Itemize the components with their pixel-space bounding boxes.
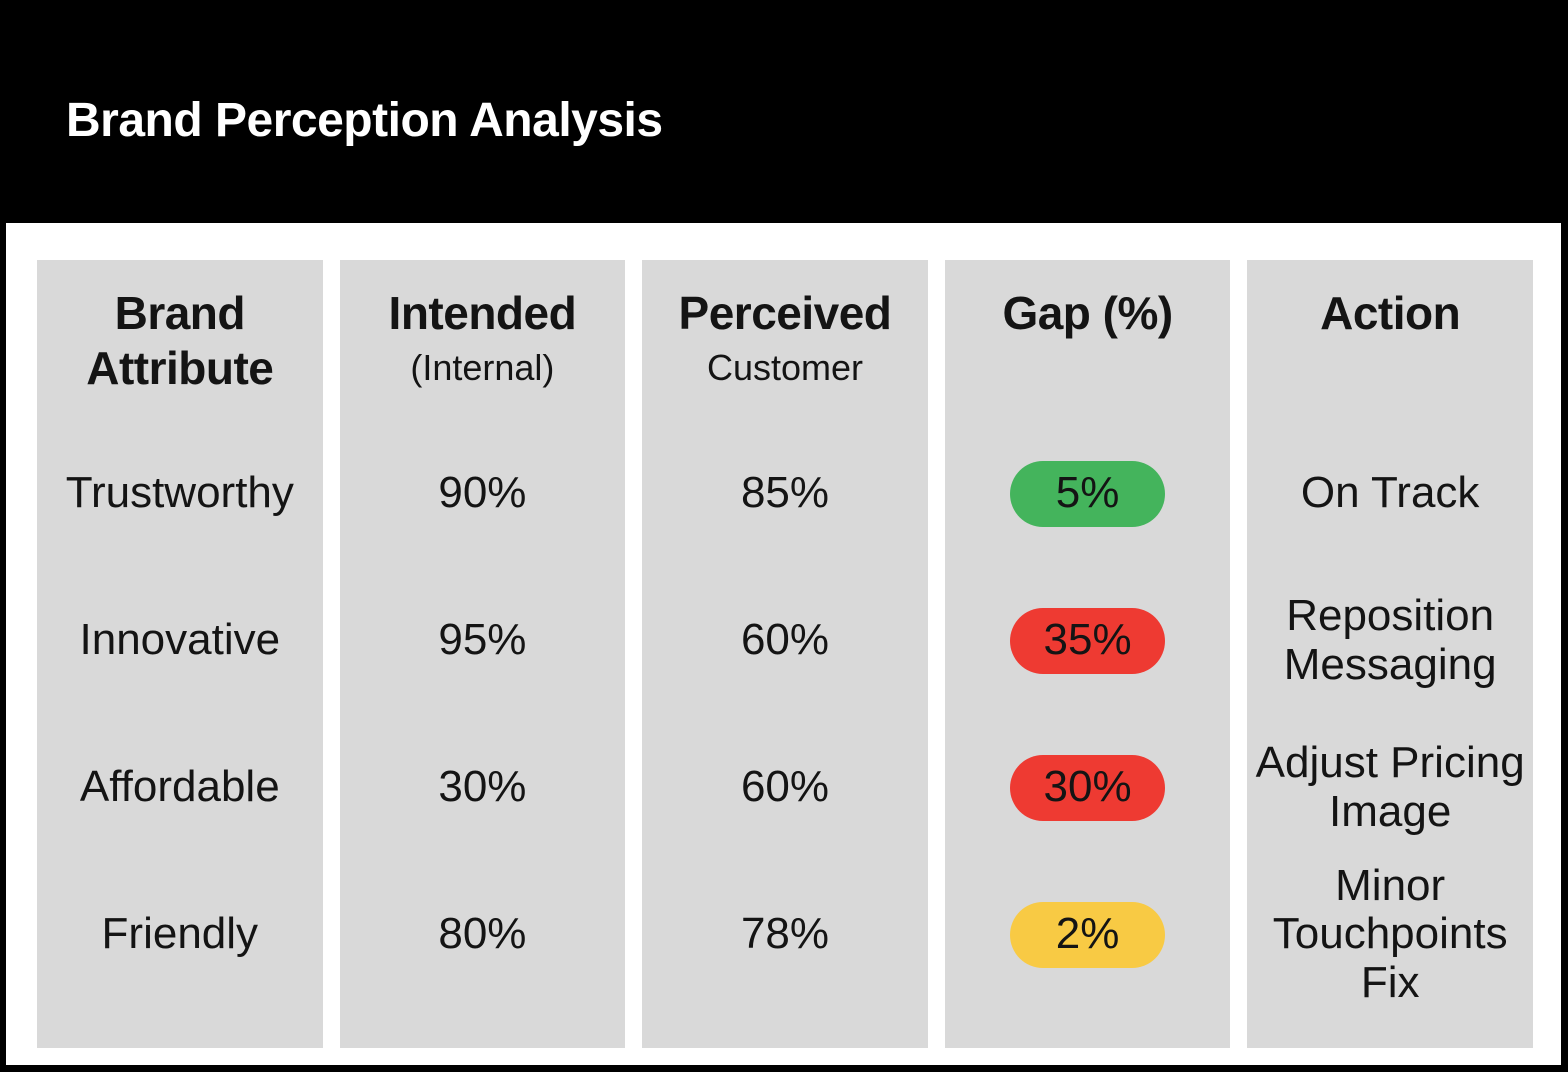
cell-perceived-row1: 85% [740, 468, 830, 518]
column-header-action: Action [1247, 260, 1533, 420]
column-title: Intended [388, 287, 577, 339]
cell-perceived-row2: 60% [740, 615, 830, 665]
cell-gap-row1: 5% [945, 420, 1231, 567]
column-title: Brand Attribute [86, 287, 274, 395]
cell-attribute-row3: Affordable [79, 762, 280, 812]
column-brand-attribute: Brand Attribute Trustworthy Innovative A… [37, 260, 323, 1048]
column-header-gap: Gap (%) [945, 260, 1231, 420]
cell-intended-row2: 95% [438, 615, 527, 665]
column-title: Gap (%) [1002, 287, 1173, 339]
gap-badge-bad: 35% [1010, 607, 1166, 674]
cell-gap-row4: 2% [945, 861, 1231, 1008]
cell-gap-row3: 30% [945, 714, 1231, 861]
column-perceived: Perceived Customer 85% 60% 60% 78% [642, 260, 928, 1048]
cell-attribute-row1: Trustworthy [65, 468, 294, 518]
cell-perceived-row3: 60% [740, 762, 830, 812]
gap-badge-minor: 2% [1010, 901, 1166, 968]
column-header-intended: Intended (Internal) [340, 260, 626, 420]
column-subtitle: (Internal) [410, 347, 555, 389]
column-title: Action [1320, 287, 1461, 339]
column-subtitle: Customer [706, 347, 863, 389]
cell-action-row2: Reposition Messaging [1283, 591, 1497, 689]
page-title: Brand Perception Analysis [66, 94, 663, 147]
cell-gap-row2: 35% [945, 567, 1231, 714]
column-header-perceived: Perceived Customer [642, 260, 928, 420]
column-gap: Gap (%) 5% 35% 30% 2% [944, 260, 1231, 1048]
cell-action-row3: Adjust Pricing Image [1255, 738, 1525, 836]
cell-intended-row3: 30% [438, 762, 527, 812]
table-columns: Brand Attribute Trustworthy Innovative A… [37, 260, 1533, 1048]
cell-intended-row4: 80% [438, 909, 527, 959]
cell-action-row4: Minor Touchpoints Fix [1272, 860, 1508, 1007]
cell-attribute-row4: Friendly [101, 909, 259, 959]
cell-perceived-row4: 78% [740, 909, 830, 959]
table-panel: Brand Attribute Trustworthy Innovative A… [6, 223, 1561, 1065]
cell-intended-row1: 90% [438, 468, 527, 518]
gap-badge-bad: 30% [1010, 754, 1166, 821]
column-header-brand-attribute: Brand Attribute [37, 260, 323, 420]
column-intended: Intended (Internal) 90% 95% 30% 80% [339, 260, 626, 1048]
gap-badge-good: 5% [1010, 460, 1166, 527]
column-action: Action On Track Reposition Messaging Adj… [1247, 260, 1533, 1048]
header-band: Brand Perception Analysis [0, 0, 1568, 223]
column-title: Perceived [678, 287, 892, 339]
cell-action-row1: On Track [1300, 468, 1480, 518]
cell-attribute-row2: Innovative [79, 615, 281, 665]
